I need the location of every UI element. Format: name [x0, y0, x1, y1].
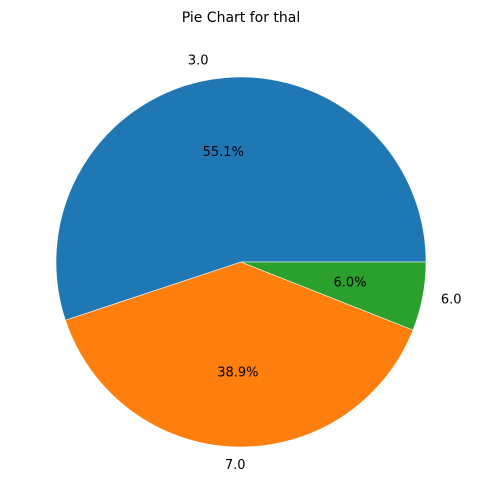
pie-category-label: 7.0 [225, 458, 246, 473]
pie-slice-7-0 [65, 261, 414, 448]
pie-slice-3-0 [55, 76, 427, 321]
pie-category-label: 3.0 [188, 54, 209, 69]
pie-labels: 55.1% 3.0 38.9% 7.0 6.0% 6.0 [188, 54, 462, 473]
pie-pct-label: 6.0% [334, 275, 367, 290]
pie-category-label: 6.0 [441, 293, 462, 308]
chart-title: Pie Chart for thal [182, 10, 301, 26]
pie-slice-6-0 [240, 261, 427, 331]
pie-slices [55, 76, 427, 448]
pie-pct-label: 38.9% [217, 365, 258, 380]
pie-pct-label: 55.1% [203, 145, 244, 160]
